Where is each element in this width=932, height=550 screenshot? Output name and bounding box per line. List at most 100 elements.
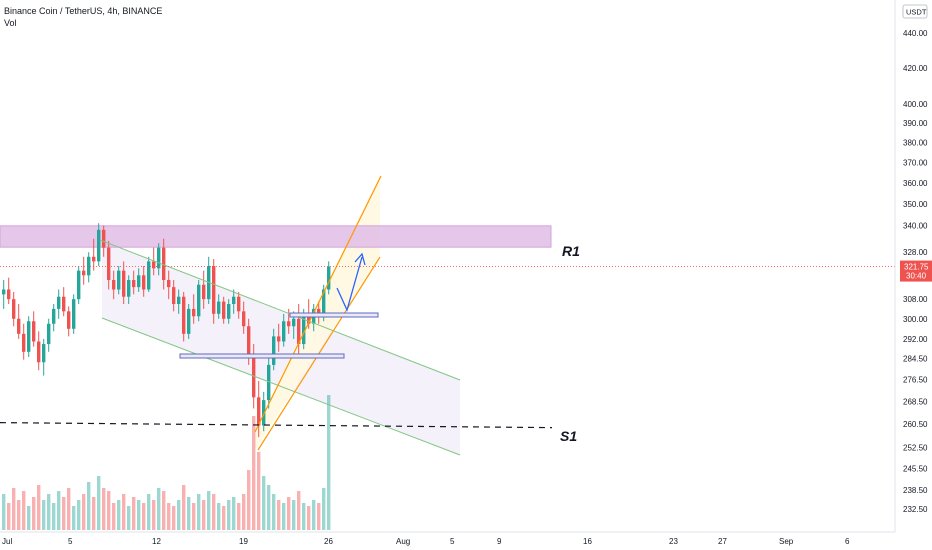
volume-bar (312, 500, 316, 530)
volume-bar (72, 506, 76, 530)
candle-body (87, 256, 91, 276)
candle-body (327, 266, 331, 290)
candle-body (22, 333, 26, 352)
volume-bar (242, 494, 246, 530)
volume-bar (317, 503, 321, 530)
volume-bar (32, 497, 36, 530)
volume-bar (102, 488, 106, 530)
candle-layer (2, 223, 331, 438)
volume-bar (227, 500, 231, 530)
volume-bar (77, 500, 81, 530)
volume-bar (257, 452, 261, 530)
volume-bar (117, 500, 121, 530)
descending-channel-lower (101, 317, 461, 456)
volume-bar (87, 482, 91, 530)
candle-body (307, 313, 311, 324)
price-tick-label: 292.00 (903, 335, 928, 344)
volume-bar (92, 497, 96, 530)
date-tick-label: Sep (779, 537, 794, 546)
date-tick-label: 6 (845, 537, 850, 546)
price-tick-label: 308.00 (903, 295, 928, 304)
price-tick-label: 350.00 (903, 200, 928, 209)
volume-bar (202, 500, 206, 530)
candle-body (177, 296, 181, 304)
candle-body (187, 308, 191, 334)
label-s1: S1 (560, 428, 577, 444)
candle-body (182, 296, 186, 334)
candle-body (147, 261, 151, 290)
rising-channel-upper (254, 175, 382, 433)
candle-body (107, 247, 111, 281)
volume-bar (252, 416, 256, 530)
date-tick-label: 9 (497, 537, 502, 546)
volume-bar (177, 500, 181, 530)
volume-bar (157, 488, 161, 530)
price-tick-label: 252.50 (903, 443, 928, 452)
countdown-label: 30:40 (906, 272, 927, 281)
candle-body (292, 318, 296, 327)
candle-body (122, 270, 126, 297)
support-box-upper (289, 312, 379, 318)
projection-arrow (336, 256, 363, 312)
candle-body (217, 301, 221, 314)
volume-bar (267, 485, 271, 530)
candle-body (37, 341, 41, 363)
candle-body (142, 275, 146, 290)
volume-bar (262, 476, 266, 530)
volume-bar (287, 497, 291, 530)
candle-body (7, 289, 11, 300)
volume-bar (107, 491, 111, 530)
volume-bar (322, 488, 326, 530)
volume-bar (137, 500, 141, 530)
volume-bar (187, 497, 191, 530)
volume-bar (207, 491, 211, 530)
price-tick-label: 245.50 (903, 464, 928, 473)
price-tick-label: 238.50 (903, 486, 928, 495)
support-line-s1 (0, 422, 553, 429)
candle-body (272, 336, 276, 365)
candle-body (172, 287, 176, 304)
candle-body (262, 400, 266, 426)
candle-body (297, 318, 301, 345)
volume-bar (307, 506, 311, 530)
volume-bar (122, 494, 126, 530)
candle-body (267, 364, 271, 401)
label-r1: R1 (562, 243, 580, 259)
candle-body (132, 280, 136, 288)
price-tick-label: 420.00 (903, 64, 928, 73)
date-tick-label: 5 (450, 537, 455, 546)
candle-body (137, 275, 141, 288)
candle-body (117, 270, 121, 290)
candle-body (282, 321, 286, 342)
candle-body (77, 270, 81, 300)
date-tick-label: 19 (239, 537, 248, 546)
price-tick-label: 360.00 (903, 179, 928, 188)
volume-bar (127, 506, 131, 530)
volume-bar (47, 494, 51, 530)
descending-channel-fill (102, 240, 460, 455)
volume-bar (167, 503, 171, 530)
price-tick-label: 284.50 (903, 354, 928, 363)
candle-body (157, 247, 161, 269)
candle-body (47, 323, 51, 345)
volume-indicator-label[interactable]: Vol (4, 18, 17, 28)
volume-bar (67, 488, 71, 530)
price-tick-label: 390.00 (903, 119, 928, 128)
price-tick-label: 260.50 (903, 420, 928, 429)
candle-body (102, 229, 106, 248)
volume-bar (147, 494, 151, 530)
price-tick-label: 276.50 (903, 376, 928, 385)
volume-bar (297, 491, 301, 530)
currency-badge-box (902, 4, 928, 19)
candle-body (237, 296, 241, 312)
volume-bar (222, 506, 226, 530)
candle-body (192, 308, 196, 317)
last-price-label: 321.75 (904, 263, 929, 272)
candle-body (197, 284, 201, 317)
candle-body (222, 301, 226, 319)
volume-bar (82, 494, 86, 530)
candle-body (12, 299, 16, 319)
